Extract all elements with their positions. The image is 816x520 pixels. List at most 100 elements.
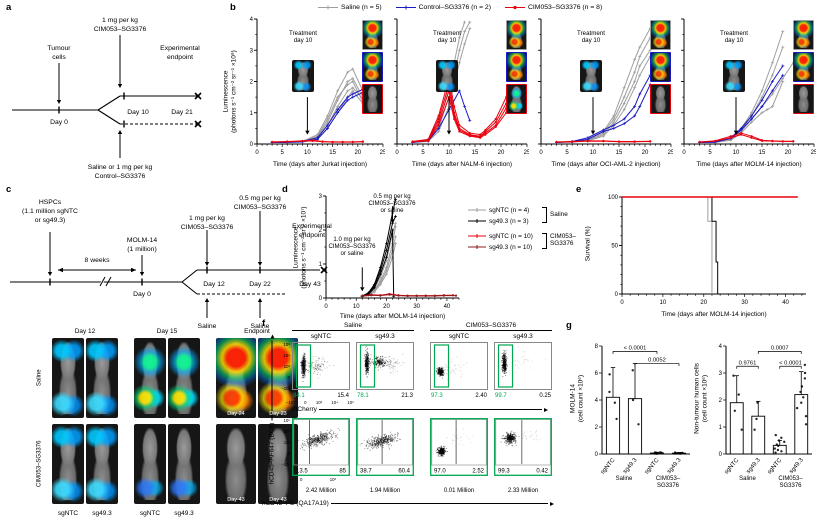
svg-text:SG3376: SG3376 (779, 483, 802, 489)
flow-plot-top: 97.3 2.40 (430, 342, 488, 400)
flow-top-x-tick-labels: −10³ 0 10³ 10⁴ 10⁵ (286, 400, 354, 405)
flow-col-header: sg49.3 (375, 333, 395, 340)
endpoint-mouse-image (650, 84, 671, 114)
endpoint-mouse-image (506, 84, 527, 114)
svg-text:3: 3 (719, 371, 723, 377)
panel-g-label: g (566, 320, 572, 331)
svg-text:< 0.0001: < 0.0001 (624, 345, 647, 351)
panel-d-y-axis-label: Luminescence (photons s⁻¹ cm⁻² sr⁻¹ ×10⁷… (293, 178, 308, 318)
svg-text:Saline or 1 mg per kg: Saline or 1 mg per kg (88, 164, 153, 171)
tick-label: 10⁴ (331, 400, 339, 405)
bioluminescence-mouse-image (52, 338, 84, 418)
panel-b-chart-jurkat: 0 5 10 15 20 25 0 1 2 3 4 Time (days after Jurkat i… (240, 16, 387, 174)
endpoint-mouse-image (506, 52, 527, 82)
panel-d-chart: 0 10 20 30 40 0 1 2 3 Time (days after MOLM-14 in… (310, 192, 462, 320)
panel-d-legend: sgNTC (n = 4) sg49.3 (n = 3) sgNTC (n = 10… (468, 206, 580, 286)
svg-text:endpoint: endpoint (299, 232, 325, 239)
svg-text:Time (days after MOLM-14 injec: Time (days after MOLM-14 injection) (340, 313, 445, 320)
flow-scatter (430, 342, 488, 390)
svg-text:CIM053–SG3376: CIM053–SG3376 (181, 224, 234, 231)
panel-e-y-axis-label-text: Survival (%) (584, 226, 592, 262)
g-left-ylabel-line1: MOLM-14 (569, 384, 577, 413)
hcd45-pe-axis-label: hCD45–PE (QA17A19) (262, 500, 329, 507)
svg-text:5: 5 (708, 150, 712, 156)
tick-label: 0 (300, 477, 303, 482)
svg-text:Day 43: Day 43 (299, 281, 321, 288)
grid-group-label: sgNTC (139, 510, 161, 517)
svg-text:97.0: 97.0 (434, 469, 446, 475)
bioluminescence-mouse-image (168, 424, 200, 504)
panel-d-annotation-05mg: 0.5 mg per kg CIM053–SG3376 or saline (346, 193, 438, 214)
svg-text:Tumour: Tumour (47, 45, 71, 52)
annotation-line: day 10 (293, 37, 313, 44)
annotation-line: Treatment (433, 30, 461, 37)
svg-text:0: 0 (250, 142, 254, 148)
panel-f-flow-cytometry: hCD45–AF647 (BC8) Saline CIM053–SG3376 s… (262, 318, 562, 520)
svg-text:20: 20 (785, 150, 792, 156)
endpoint-day-label: Day 43 (269, 497, 287, 503)
svg-text:0.0052: 0.0052 (648, 358, 666, 364)
flow-col-header: sgNTC (448, 333, 470, 340)
tick-label: 10³ (283, 439, 290, 445)
svg-text:(1 million): (1 million) (127, 246, 156, 253)
panel-g-molm14-bar-chart: 0 2 4 6 8 < 0.0001 0.0052 sgNTC sg49.3 sgNTC sg49.… (588, 336, 692, 498)
panel-b-legend: Saline (n = 5) Control–SG3376 (n = 2) CIM0… (318, 3, 602, 12)
grid-row-label: Saline (36, 369, 43, 387)
svg-text:0.5 mg per kg: 0.5 mg per kg (239, 195, 281, 202)
annotation-line: 1.0 mg per kg (333, 236, 371, 243)
tick-label: 10⁵ (347, 400, 354, 405)
svg-text:25: 25 (668, 150, 673, 156)
svg-text:0: 0 (620, 300, 624, 306)
panel-e-y-axis-label: Survival (%) (584, 194, 592, 294)
bioluminescence-mouse-image (86, 424, 118, 504)
other-percent: 2.40 (475, 393, 487, 399)
svg-text:20: 20 (700, 300, 707, 306)
svg-text:3: 3 (250, 48, 254, 54)
treatment-annotation: Treatment day 10 (410, 30, 484, 44)
svg-text:25: 25 (380, 150, 385, 156)
gate-percentages: 99.7 0.25 (494, 392, 552, 401)
svg-text:sgNTC: sgNTC (644, 457, 661, 476)
g-left-ylabel-line2: (cell count ×10⁶) (577, 374, 584, 423)
g-right-ylabel-line2: (cell count ×10⁶) (701, 374, 708, 423)
chart-e: 0 10 20 30 40 0 50 100 Time (days after MOLM-14 … (608, 195, 806, 318)
svg-text:Saline: Saline (616, 476, 633, 482)
flow-scatter: 38.7 60.4 (356, 418, 414, 476)
svg-text:1 mg per kg: 1 mg per kg (189, 215, 225, 222)
endpoint-mouse-image (362, 84, 383, 114)
endpoint-mouse-thumbnails (793, 20, 814, 116)
legend-group-label-line: SG3376 (550, 240, 574, 247)
tick-label: 10³ (329, 477, 336, 482)
annotation-line: Treatment (720, 30, 748, 37)
flow-col-header: sgNTC (310, 333, 332, 340)
svg-text:(1.1 million sgNTC: (1.1 million sgNTC (22, 208, 78, 215)
legend-swatch (468, 234, 486, 238)
panel-d-label: d (282, 184, 288, 195)
svg-text:0.0007: 0.0007 (771, 345, 789, 351)
svg-text:sgNTC: sgNTC (724, 457, 741, 476)
svg-text:6: 6 (595, 371, 599, 377)
svg-text:85: 85 (339, 469, 346, 475)
annotation-line: day 10 (581, 37, 601, 44)
flow-plot-top: 78.1 21.3 (356, 342, 414, 400)
svg-text:Day 21: Day 21 (171, 109, 193, 116)
svg-text:30: 30 (413, 304, 420, 310)
treatment-annotation: Treatment day 10 (266, 30, 340, 44)
legend-swatch (468, 245, 486, 249)
svg-text:40: 40 (444, 304, 451, 310)
svg-text:CIM053–SG3376: CIM053–SG3376 (234, 204, 287, 211)
svg-text:< 0.0001: < 0.0001 (779, 360, 802, 366)
legend-swatch (468, 219, 486, 223)
annotation-line: CIM053–SG3376 (368, 200, 416, 207)
legend-label: sg49.3 (n = 3) (489, 217, 529, 225)
svg-text:Experimental: Experimental (160, 45, 200, 52)
svg-text:Saline: Saline (251, 323, 270, 330)
svg-text:10: 10 (304, 150, 311, 156)
axis-arrow-line (330, 503, 548, 504)
tick-label: 10⁴ (283, 352, 290, 358)
svg-text:1: 1 (319, 262, 323, 268)
svg-text:2: 2 (595, 425, 599, 431)
svg-text:15: 15 (759, 150, 766, 156)
endpoint-mouse-thumbnails (506, 20, 527, 116)
legend-label: sg49.3 (n = 10) (489, 243, 533, 251)
